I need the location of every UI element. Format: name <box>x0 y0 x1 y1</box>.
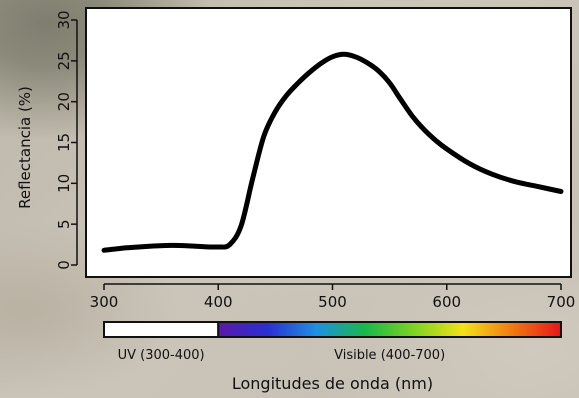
x-tick-label: 700 <box>547 293 576 311</box>
plot-area <box>85 7 572 278</box>
reflectance-line <box>101 51 564 253</box>
x-axis: 300 400 500 600 700 <box>90 283 576 311</box>
x-tick-label: 600 <box>432 293 461 311</box>
y-tick-label: 15 <box>55 133 73 152</box>
y-tick-label: 25 <box>55 51 73 70</box>
x-tick-label: 300 <box>90 293 119 311</box>
y-axis: 0 5 10 15 20 25 30 <box>55 10 78 270</box>
x-tick-label: 500 <box>318 293 347 311</box>
visible-band <box>217 321 562 338</box>
visible-band-label: Visible (400-700) <box>334 348 445 363</box>
y-tick-label: 20 <box>55 92 73 111</box>
y-tick-label: 5 <box>55 219 73 229</box>
y-axis-title: Reflectancia (%) <box>16 86 34 209</box>
spectrum-bar <box>103 321 562 338</box>
y-tick-label: 0 <box>55 260 73 270</box>
y-tick-label: 30 <box>55 10 73 29</box>
x-axis-title: Longitudes de onda (nm) <box>232 374 433 393</box>
uv-band <box>103 321 220 338</box>
y-tick-label: 10 <box>55 174 73 193</box>
x-tick-label: 400 <box>204 293 233 311</box>
uv-band-label: UV (300-400) <box>118 348 205 363</box>
